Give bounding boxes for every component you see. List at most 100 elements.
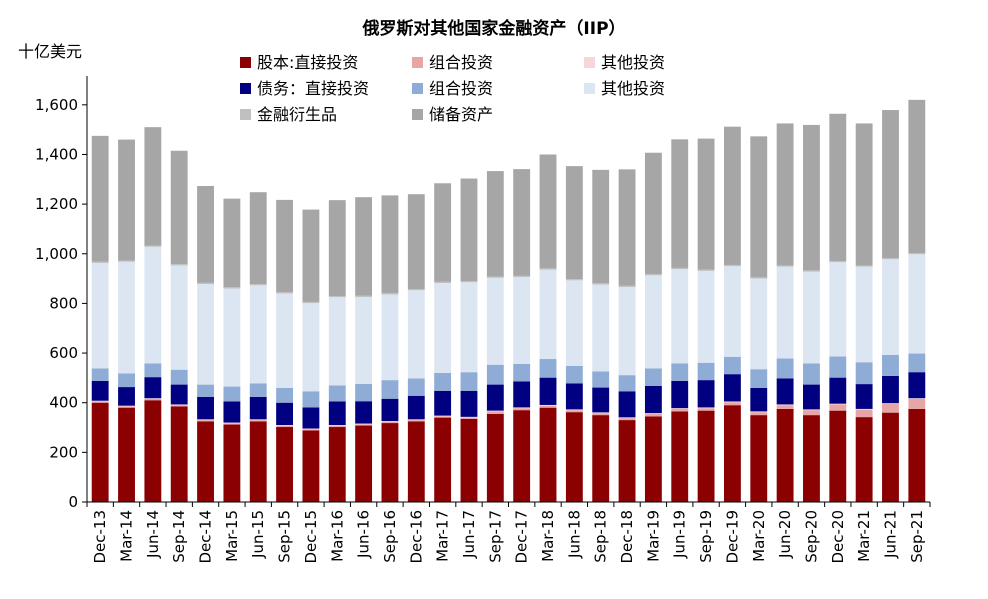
bar-segment bbox=[671, 363, 689, 381]
bar-segment bbox=[882, 257, 899, 260]
bar-segment bbox=[118, 405, 135, 407]
bar-segment bbox=[249, 420, 267, 422]
bar-segment bbox=[829, 262, 847, 357]
bar-segment bbox=[460, 282, 478, 373]
y-tick-label: 0 bbox=[68, 493, 78, 511]
bar-segment bbox=[750, 411, 768, 413]
bar-segment bbox=[697, 138, 715, 270]
bar-segment bbox=[592, 387, 610, 413]
bar-segment bbox=[513, 169, 531, 276]
bar-segment bbox=[407, 194, 425, 290]
bar-segment bbox=[355, 295, 373, 297]
bar-segment bbox=[671, 408, 689, 412]
bar-segment bbox=[486, 410, 504, 412]
bar-segment bbox=[407, 395, 425, 420]
bar-segment bbox=[381, 421, 399, 424]
bar-segment bbox=[855, 362, 873, 385]
bar-segment bbox=[249, 397, 267, 420]
bar-segment bbox=[592, 412, 610, 414]
bar-segment bbox=[91, 400, 109, 402]
bar-segment bbox=[355, 424, 373, 426]
bar-segment bbox=[539, 359, 557, 378]
bar-segment bbox=[355, 425, 373, 502]
bar-segment bbox=[697, 270, 715, 363]
x-tick-label: Mar-15 bbox=[223, 510, 241, 562]
x-tick-label: Dec-15 bbox=[302, 510, 320, 564]
bar-segment bbox=[328, 401, 346, 426]
x-tick-label: Sep-14 bbox=[170, 510, 188, 563]
bar-segment bbox=[302, 428, 320, 430]
bar-segment bbox=[723, 266, 741, 357]
bar-segment bbox=[908, 408, 926, 502]
axes-layer: 0 200 400 600 800 1,000 1,200 1,400 1,600 Dec-13 M… bbox=[35, 76, 931, 564]
bar-segment bbox=[882, 403, 899, 404]
bar-segment bbox=[723, 356, 741, 375]
bar-segment bbox=[723, 401, 741, 403]
bar-segment bbox=[644, 368, 662, 386]
bar-segment bbox=[539, 407, 557, 502]
bar-segment bbox=[908, 99, 926, 254]
bar-segment bbox=[197, 186, 214, 283]
x-tick-label: Sep-15 bbox=[276, 510, 294, 563]
bar-segment bbox=[302, 209, 320, 302]
bar-segment bbox=[381, 195, 399, 294]
legend-swatch bbox=[412, 109, 423, 120]
bar-segment bbox=[407, 290, 425, 379]
bar-segment bbox=[249, 383, 267, 397]
bar-segment bbox=[91, 262, 109, 369]
bar-segment bbox=[328, 200, 346, 296]
x-tick-label: Dec-16 bbox=[407, 510, 425, 564]
bar-segment bbox=[908, 254, 926, 354]
bar-segment bbox=[91, 380, 109, 401]
bar-segment bbox=[91, 368, 109, 381]
bar-segment bbox=[118, 387, 135, 406]
bar-segment bbox=[249, 419, 267, 421]
bar-segment bbox=[565, 365, 583, 384]
bar-segment bbox=[644, 416, 662, 502]
bar-segment bbox=[328, 425, 346, 426]
bar-segment bbox=[829, 356, 847, 378]
bar-segment bbox=[565, 412, 583, 502]
bar-segment bbox=[381, 294, 399, 381]
bar-segment bbox=[803, 384, 820, 410]
bar-segment bbox=[328, 425, 346, 428]
bar-segment bbox=[434, 416, 452, 418]
bar-segment bbox=[197, 397, 214, 420]
bar-segment bbox=[513, 408, 531, 411]
x-tick-label: Mar-21 bbox=[855, 510, 873, 562]
bar-segment bbox=[197, 384, 214, 397]
bar-segment bbox=[618, 375, 636, 392]
bar-segment bbox=[276, 425, 294, 428]
bar-segment bbox=[618, 169, 636, 286]
x-tick-label: Dec-20 bbox=[829, 510, 847, 564]
bar-segment bbox=[118, 373, 135, 388]
bar-segment bbox=[776, 404, 794, 406]
legend-label: 储备资产 bbox=[429, 105, 493, 124]
bar-segment bbox=[539, 377, 557, 405]
bar-segment bbox=[776, 123, 794, 266]
bar-segment bbox=[118, 261, 135, 374]
legend-label: 其他投资 bbox=[601, 53, 665, 72]
bar-segment bbox=[776, 265, 794, 267]
bar-segment bbox=[855, 417, 873, 502]
bar-segment bbox=[276, 293, 294, 388]
bar-segment bbox=[223, 287, 241, 289]
bar-segment bbox=[697, 269, 715, 271]
bar-segment bbox=[434, 415, 452, 417]
bar-segment bbox=[223, 198, 241, 288]
bar-segment bbox=[803, 124, 820, 271]
bar-segment bbox=[276, 199, 294, 293]
bar-segment bbox=[697, 362, 715, 381]
bar-segment bbox=[144, 363, 162, 378]
bar-segment bbox=[592, 284, 610, 372]
bar-segment bbox=[618, 391, 636, 418]
y-tick-label: 1,400 bbox=[35, 145, 78, 163]
bar-segment bbox=[539, 268, 557, 270]
bar-segment bbox=[249, 421, 267, 502]
bar-segment bbox=[381, 421, 399, 422]
legend-swatch bbox=[584, 83, 595, 94]
bar-segment bbox=[750, 412, 768, 416]
bar-segment bbox=[644, 152, 662, 275]
